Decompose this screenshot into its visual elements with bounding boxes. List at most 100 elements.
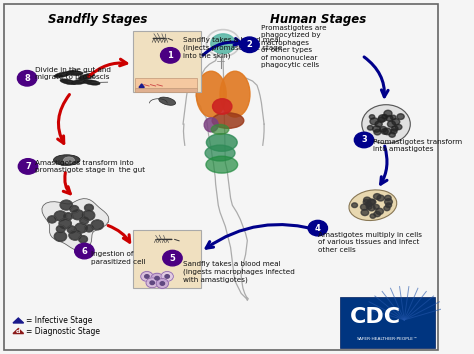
Ellipse shape [220, 71, 250, 117]
Text: Sandfly takes a blood meal
(ingests macrophages infected
with amastigotes): Sandfly takes a blood meal (ingests macr… [183, 261, 295, 283]
Text: d: d [16, 329, 20, 333]
Text: Ingestion of
parasitized cell: Ingestion of parasitized cell [91, 251, 146, 265]
Bar [135, 78, 197, 89]
Circle shape [395, 124, 402, 130]
Circle shape [368, 205, 375, 211]
Circle shape [60, 200, 73, 210]
Text: 6: 6 [82, 246, 87, 256]
Circle shape [377, 195, 384, 201]
Circle shape [54, 232, 66, 241]
Polygon shape [139, 84, 144, 87]
Text: Divide in the gut and
migrate to proboscis: Divide in the gut and migrate to probosc… [35, 67, 111, 80]
Circle shape [355, 132, 374, 148]
Circle shape [240, 37, 259, 52]
Circle shape [397, 114, 404, 120]
Circle shape [367, 126, 373, 130]
Circle shape [145, 275, 149, 278]
Ellipse shape [211, 125, 229, 134]
Ellipse shape [54, 155, 80, 165]
Circle shape [72, 210, 84, 220]
Circle shape [384, 199, 392, 205]
Circle shape [75, 223, 87, 233]
Circle shape [385, 195, 391, 200]
Circle shape [383, 128, 392, 135]
Ellipse shape [205, 145, 235, 161]
Circle shape [378, 117, 385, 122]
Circle shape [75, 243, 94, 259]
Circle shape [361, 204, 368, 210]
Circle shape [150, 281, 155, 285]
Circle shape [378, 115, 387, 121]
Circle shape [165, 275, 169, 278]
Circle shape [67, 226, 76, 233]
Text: SAFER·HEALTHIER·PEOPLE™: SAFER·HEALTHIER·PEOPLE™ [356, 337, 418, 341]
Circle shape [391, 115, 396, 120]
Text: = Infective Stage: = Infective Stage [26, 316, 92, 325]
Circle shape [84, 225, 93, 232]
Text: 4: 4 [315, 224, 321, 233]
Circle shape [374, 205, 379, 209]
Circle shape [59, 219, 72, 229]
Circle shape [91, 220, 103, 230]
Circle shape [141, 272, 153, 281]
Circle shape [370, 214, 375, 218]
Ellipse shape [66, 70, 83, 75]
Circle shape [161, 272, 173, 281]
Text: 5: 5 [170, 253, 175, 263]
Circle shape [369, 115, 375, 119]
Circle shape [387, 121, 395, 127]
Ellipse shape [212, 113, 244, 129]
Circle shape [160, 282, 164, 285]
Circle shape [54, 211, 66, 221]
Circle shape [18, 70, 37, 86]
Ellipse shape [196, 71, 226, 117]
Ellipse shape [206, 133, 237, 151]
Circle shape [380, 126, 387, 132]
Text: 8: 8 [24, 74, 30, 83]
Polygon shape [42, 199, 109, 251]
Circle shape [47, 216, 56, 223]
Text: 2: 2 [246, 40, 253, 49]
Polygon shape [13, 318, 24, 323]
Circle shape [18, 159, 38, 174]
Circle shape [382, 114, 387, 119]
Circle shape [64, 213, 73, 220]
Text: Amastigotes transform into
promastigote stage in  the gut: Amastigotes transform into promastigote … [35, 160, 145, 173]
Text: Human Stages: Human Stages [270, 13, 366, 26]
Circle shape [84, 204, 93, 211]
Text: Sandfly takes a blood meal
(injects promastigote stage
into the skin): Sandfly takes a blood meal (injects prom… [183, 37, 283, 59]
Ellipse shape [83, 80, 100, 85]
Circle shape [79, 236, 88, 243]
Circle shape [373, 126, 381, 132]
Circle shape [56, 225, 65, 233]
Bar [340, 297, 435, 348]
Ellipse shape [79, 73, 94, 80]
Circle shape [211, 34, 236, 53]
Circle shape [366, 205, 372, 209]
Circle shape [381, 129, 388, 134]
Circle shape [375, 121, 382, 127]
Ellipse shape [204, 118, 218, 132]
Circle shape [389, 132, 395, 137]
Circle shape [212, 99, 232, 114]
Text: CDC: CDC [350, 307, 401, 327]
Circle shape [384, 110, 392, 117]
Circle shape [151, 273, 163, 283]
Circle shape [374, 129, 381, 135]
Circle shape [69, 230, 81, 240]
Circle shape [82, 210, 95, 220]
FancyBboxPatch shape [133, 31, 201, 92]
Bar [135, 88, 197, 92]
Circle shape [370, 118, 379, 125]
Text: 7: 7 [25, 162, 31, 171]
Circle shape [364, 197, 371, 203]
Circle shape [375, 208, 383, 215]
Ellipse shape [206, 156, 237, 173]
Text: Promastigotes are
phagocytized by
macrophages
or other types
of mononuclear
phag: Promastigotes are phagocytized by macrop… [261, 25, 326, 68]
Circle shape [370, 200, 376, 205]
Polygon shape [13, 329, 24, 333]
Ellipse shape [64, 157, 74, 163]
Circle shape [155, 276, 159, 280]
FancyBboxPatch shape [133, 230, 201, 288]
Circle shape [365, 202, 372, 207]
